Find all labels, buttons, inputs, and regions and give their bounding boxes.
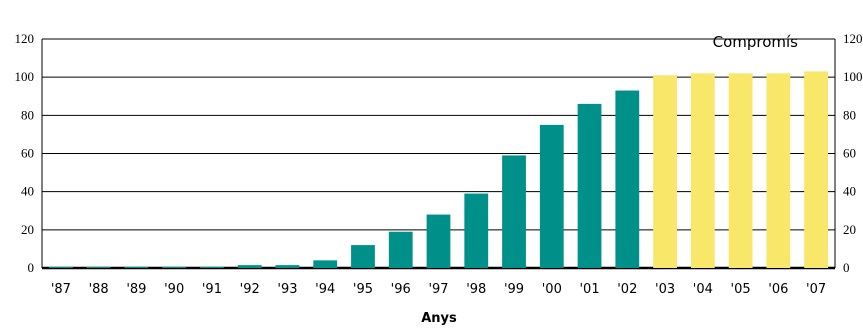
y-tick-label-left: 60 [21, 146, 34, 161]
bar [653, 75, 677, 268]
y-tick-label-right: 40 [843, 184, 856, 199]
x-tick-label: '07 [806, 282, 826, 297]
bar [200, 267, 224, 268]
bar [388, 231, 413, 268]
y-axis-left: 0 20 40 60 80 100 120 [15, 31, 35, 275]
x-tick-label: '00 [542, 282, 562, 297]
bar [539, 124, 564, 268]
y-tick-label-left: 40 [21, 184, 34, 199]
x-tick-label: '03 [655, 282, 675, 297]
bar [728, 73, 753, 268]
bar [577, 103, 602, 268]
x-tick-label: '01 [579, 282, 599, 297]
bar [237, 265, 262, 268]
y-tick-label-right: 20 [843, 222, 856, 237]
y-tick-label-right: 60 [843, 146, 856, 161]
x-tick-label: '05 [731, 282, 751, 297]
x-tick-label: '04 [693, 282, 713, 297]
bar [313, 260, 338, 268]
bar [690, 73, 715, 268]
x-tick-label: '87 [51, 282, 71, 297]
bar [86, 267, 111, 268]
bar [464, 193, 489, 268]
bar [766, 73, 791, 268]
y-tick-label-right: 80 [843, 107, 856, 122]
bar [124, 267, 149, 268]
bar [426, 214, 451, 268]
bars [48, 71, 829, 269]
y-tick-label-left: 20 [21, 222, 34, 237]
x-tick-label: '99 [504, 282, 524, 297]
x-tick-label: '91 [202, 282, 222, 297]
y-tick-label-left: 120 [15, 31, 35, 46]
bar [502, 155, 526, 268]
x-tick-label: '92 [240, 282, 260, 297]
y-tick-label-right: 100 [843, 69, 863, 84]
bar [351, 245, 375, 268]
y-tick-label-left: 80 [21, 107, 34, 122]
x-tick-label: '97 [428, 282, 448, 297]
y-tick-label-left: 0 [28, 260, 35, 275]
x-tick-label: '94 [315, 282, 335, 297]
x-tick-label: '95 [353, 282, 373, 297]
bar [48, 267, 73, 268]
y-axis-right: 0 20 40 60 80 100 120 [843, 31, 863, 275]
x-tick-label: '89 [126, 282, 146, 297]
bar [615, 90, 640, 269]
y-tick-label-right: 0 [843, 260, 850, 275]
bar [804, 71, 829, 268]
x-tick-label: '96 [391, 282, 411, 297]
x-axis-label: Anys [421, 311, 457, 326]
x-tick-label: '88 [89, 282, 109, 297]
y-tick-label-right: 120 [843, 31, 863, 46]
legend-compromis: Compromís [713, 33, 799, 51]
x-tick-label: '98 [466, 282, 486, 297]
x-tick-label: '90 [164, 282, 184, 297]
x-tick-label: '06 [768, 282, 788, 297]
y-tick-label-left: 100 [15, 69, 35, 84]
x-tick-label: '02 [617, 282, 637, 297]
x-axis: '87 '88 '89 '90 '91 '92 '93 '94 '95 '96 '97 '98 '99 '… [51, 282, 826, 297]
bar [275, 265, 300, 268]
bar [162, 267, 187, 268]
x-tick-label: '93 [277, 282, 297, 297]
